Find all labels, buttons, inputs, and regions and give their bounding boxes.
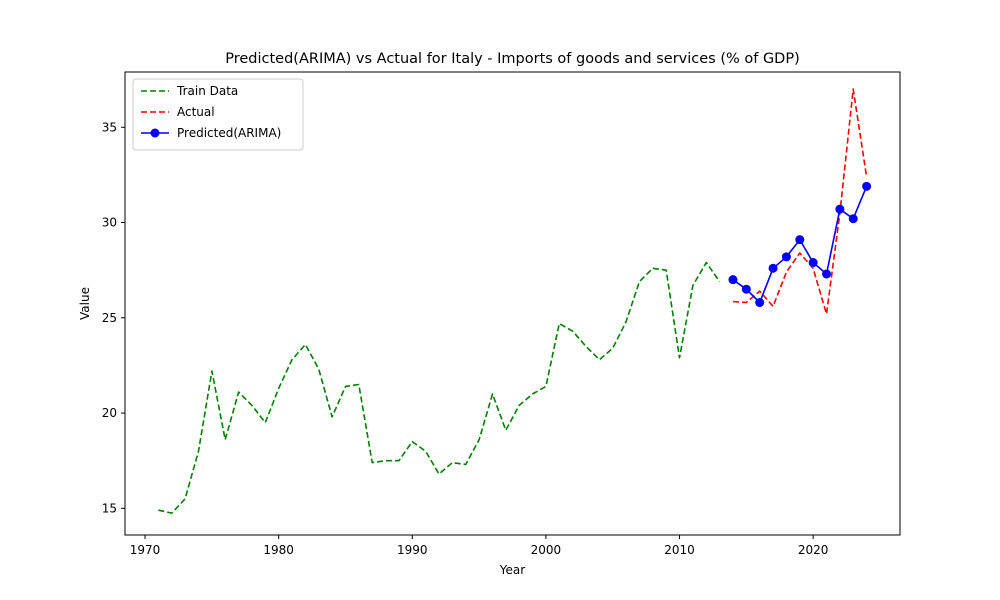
y-tick-label: 20	[102, 406, 117, 420]
plot-frame	[124, 71, 901, 536]
legend-label-actual: Actual	[177, 105, 215, 119]
x-tick-label: 2020	[798, 543, 829, 557]
predicted-arima-point	[835, 204, 845, 214]
predicted-arima-point	[808, 258, 818, 268]
x-tick-label: 1980	[263, 543, 294, 557]
y-axis-ticks: 15 20 25 30 35	[102, 120, 125, 515]
x-tick-label: 2000	[531, 543, 562, 557]
y-tick-label: 35	[102, 120, 117, 134]
predicted-arima-point	[781, 252, 791, 262]
y-tick-label: 25	[102, 311, 117, 325]
x-tick-label: 1970	[130, 543, 161, 557]
predicted-arima-point	[795, 235, 805, 245]
series-layer	[158, 88, 872, 514]
predicted-arima-point	[862, 181, 872, 191]
x-tick-label: 2010	[664, 543, 695, 557]
legend-label-predicted-arima: Predicted(ARIMA)	[177, 126, 281, 140]
x-axis-ticks: 1970 1980 1990 2000 2010 2020	[130, 535, 829, 557]
legend-box	[132, 78, 304, 151]
predicted-arima-point	[822, 269, 832, 279]
y-tick-label: 30	[102, 216, 117, 230]
predicted-arima-point	[848, 214, 858, 224]
chart-title: Predicted(ARIMA) vs Actual for Italy - I…	[225, 51, 800, 67]
legend-marker-predicted-arima	[150, 128, 160, 138]
predicted-arima-point	[741, 284, 751, 294]
y-axis-label: Value	[78, 287, 92, 320]
x-axis-label: Year	[499, 563, 525, 577]
train-data-line	[158, 261, 721, 514]
predicted-arima-point	[755, 298, 765, 308]
legend-label-train-data: Train Data	[176, 84, 238, 98]
actual-line	[732, 88, 868, 315]
x-tick-label: 1990	[397, 543, 428, 557]
legend: Train Data Actual Predicted(ARIMA)	[132, 78, 304, 151]
predicted-arima-point	[768, 263, 778, 273]
y-tick-label: 15	[102, 501, 117, 515]
predicted-arima-point	[728, 275, 738, 285]
